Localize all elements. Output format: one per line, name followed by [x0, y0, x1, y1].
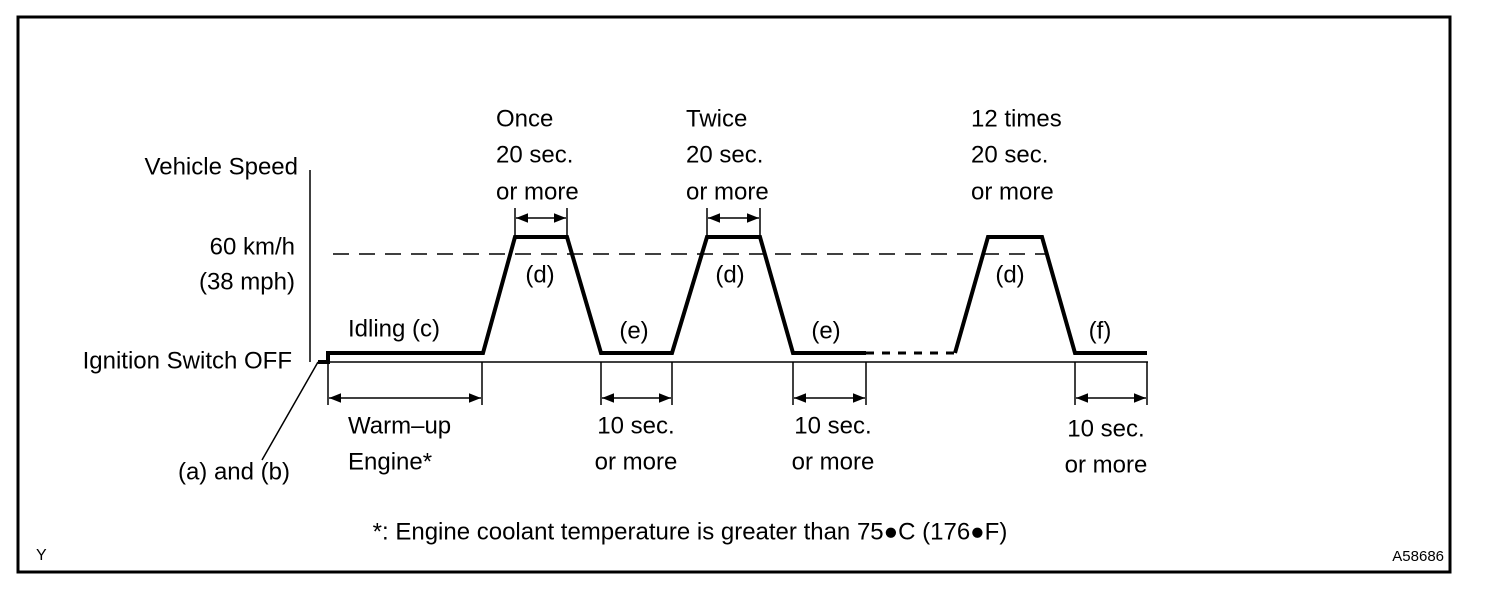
cycle-count: Once [496, 105, 553, 132]
phase-label: (d) [715, 261, 744, 288]
speed-label: 60 km/h [210, 233, 295, 260]
corner-label: Y [36, 547, 47, 564]
dimension-20s [514, 208, 761, 237]
cycle-duration: or more [496, 178, 579, 205]
axis-title: Vehicle Speed [145, 153, 298, 180]
stop-duration: or more [1065, 451, 1148, 478]
frame [16, 15, 1452, 574]
figure-id: A58686 [1392, 548, 1444, 565]
warmup-label: Warm–up [348, 412, 451, 439]
cycle-duration: 20 sec. [686, 141, 763, 168]
phase-label: Idling (c) [348, 315, 440, 342]
stop-duration: or more [595, 448, 678, 475]
phase-label: (f) [1089, 317, 1112, 344]
warmup-label: Engine* [348, 448, 432, 475]
cycle-count: Twice [686, 105, 747, 132]
cycle-duration: or more [686, 178, 769, 205]
stop-duration: or more [792, 448, 875, 475]
stop-duration: 10 sec. [1067, 415, 1144, 442]
dimension-10s [327, 362, 1148, 405]
stop-duration: 10 sec. [597, 412, 674, 439]
cycle-duration: 20 sec. [971, 141, 1048, 168]
leader-line [261, 361, 319, 461]
cycle-duration: 20 sec. [496, 141, 573, 168]
speed-profile [953, 235, 1147, 355]
phase-label: (e) [811, 317, 840, 344]
footnote: *: Engine coolant temperature is greater… [373, 518, 1008, 545]
baseline-label: Ignition Switch OFF [83, 347, 292, 374]
phase-label: (d) [995, 261, 1024, 288]
phase-label: (e) [619, 317, 648, 344]
cycle-duration: or more [971, 178, 1054, 205]
phase-label: (d) [525, 261, 554, 288]
speed-label: (38 mph) [199, 268, 295, 295]
cycle-count: 12 times [971, 105, 1062, 132]
start-label: (a) and (b) [178, 458, 290, 485]
stop-duration: 10 sec. [794, 412, 871, 439]
speed-profile [318, 235, 866, 364]
